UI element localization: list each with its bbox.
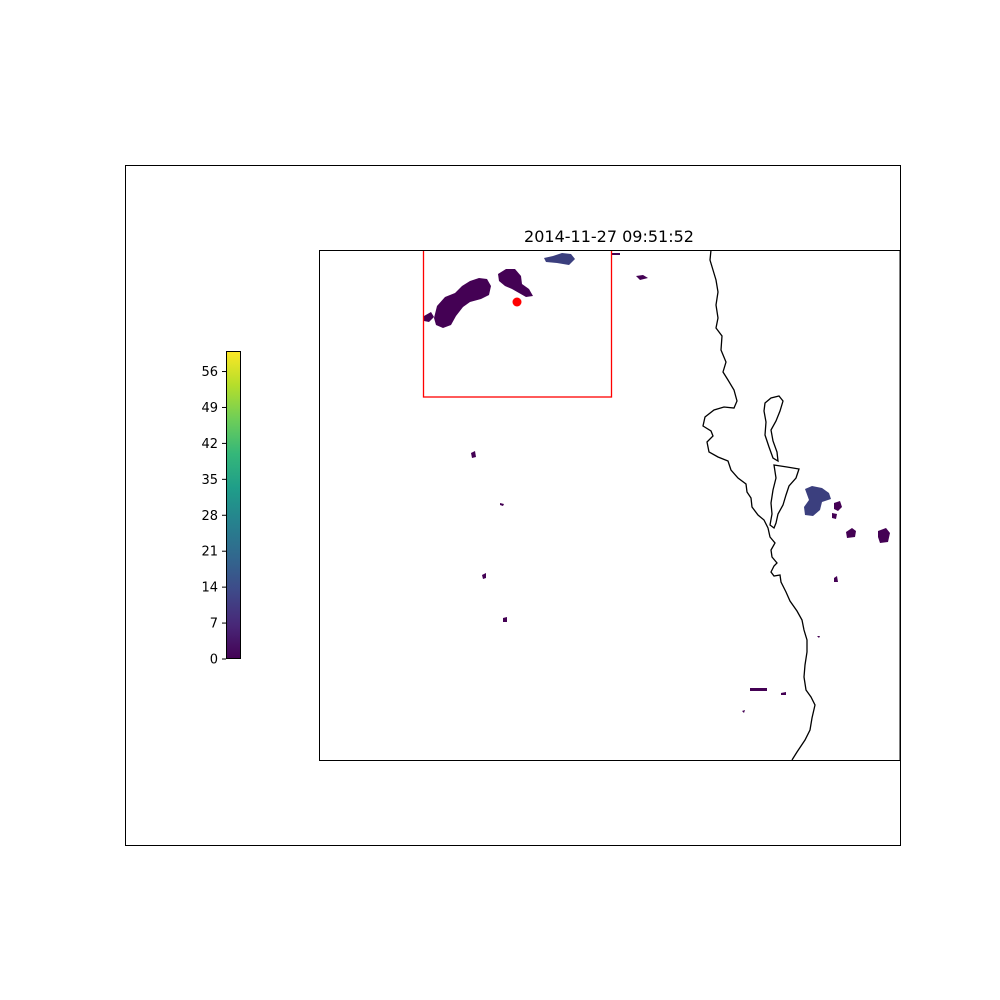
- precip-cell: [846, 528, 856, 538]
- precip-cell: [471, 451, 476, 458]
- precip-cell: [500, 503, 504, 506]
- precip-cell: [424, 312, 434, 322]
- precip-cell: [742, 710, 745, 713]
- precip-cell: [503, 617, 507, 622]
- precip-cell: [834, 501, 842, 511]
- location-marker: [512, 297, 522, 307]
- colorbar-tick-label: 21: [201, 545, 218, 560]
- precipitation-cells: [424, 253, 890, 713]
- map-title: 2014-11-27 09:51:52: [524, 227, 694, 246]
- precip-cell: [834, 576, 838, 582]
- precip-cell: [878, 528, 890, 543]
- outer-frame: [125, 165, 901, 846]
- colorbar-tick-label: 49: [201, 401, 218, 416]
- coastline: [702, 250, 816, 760]
- colorbar-tick-label: 0: [210, 653, 218, 668]
- colorbar-frame: [226, 351, 241, 659]
- colorbar: 0 7 14 21 28 35 42 49 56: [201, 351, 241, 668]
- map-content: [422, 250, 890, 760]
- coastline-mainland: [702, 250, 816, 760]
- colorbar-tick-label: 56: [201, 365, 218, 380]
- precip-cell: [781, 692, 786, 695]
- map-frame: [319, 250, 901, 761]
- precip-cell: [817, 636, 820, 638]
- precip-cell: [482, 573, 486, 579]
- precip-cell: [612, 253, 620, 255]
- precip-cell: [636, 275, 648, 280]
- colorbar-tick-label: 35: [201, 473, 218, 488]
- subregion-box: [422, 250, 613, 398]
- map-panel: [319, 250, 901, 761]
- colorbar-tick-label: 14: [201, 581, 218, 596]
- colorbar-tick-label: 28: [201, 509, 218, 524]
- precip-cell: [804, 486, 831, 516]
- precip-cell: [832, 513, 837, 519]
- precip-cell: [434, 278, 491, 328]
- precip-cell: [750, 688, 767, 691]
- colorbar-gradient: [226, 351, 241, 659]
- coastline-peninsula: [769, 464, 800, 530]
- colorbar-ticks: 0 7 14 21 28 35 42 49 56: [201, 365, 226, 668]
- colorbar-tick-label: 42: [201, 437, 218, 452]
- coastline-island: [763, 395, 784, 463]
- precip-cell: [544, 253, 575, 265]
- colorbar-tick-label: 7: [210, 617, 218, 632]
- precip-cell: [498, 269, 533, 297]
